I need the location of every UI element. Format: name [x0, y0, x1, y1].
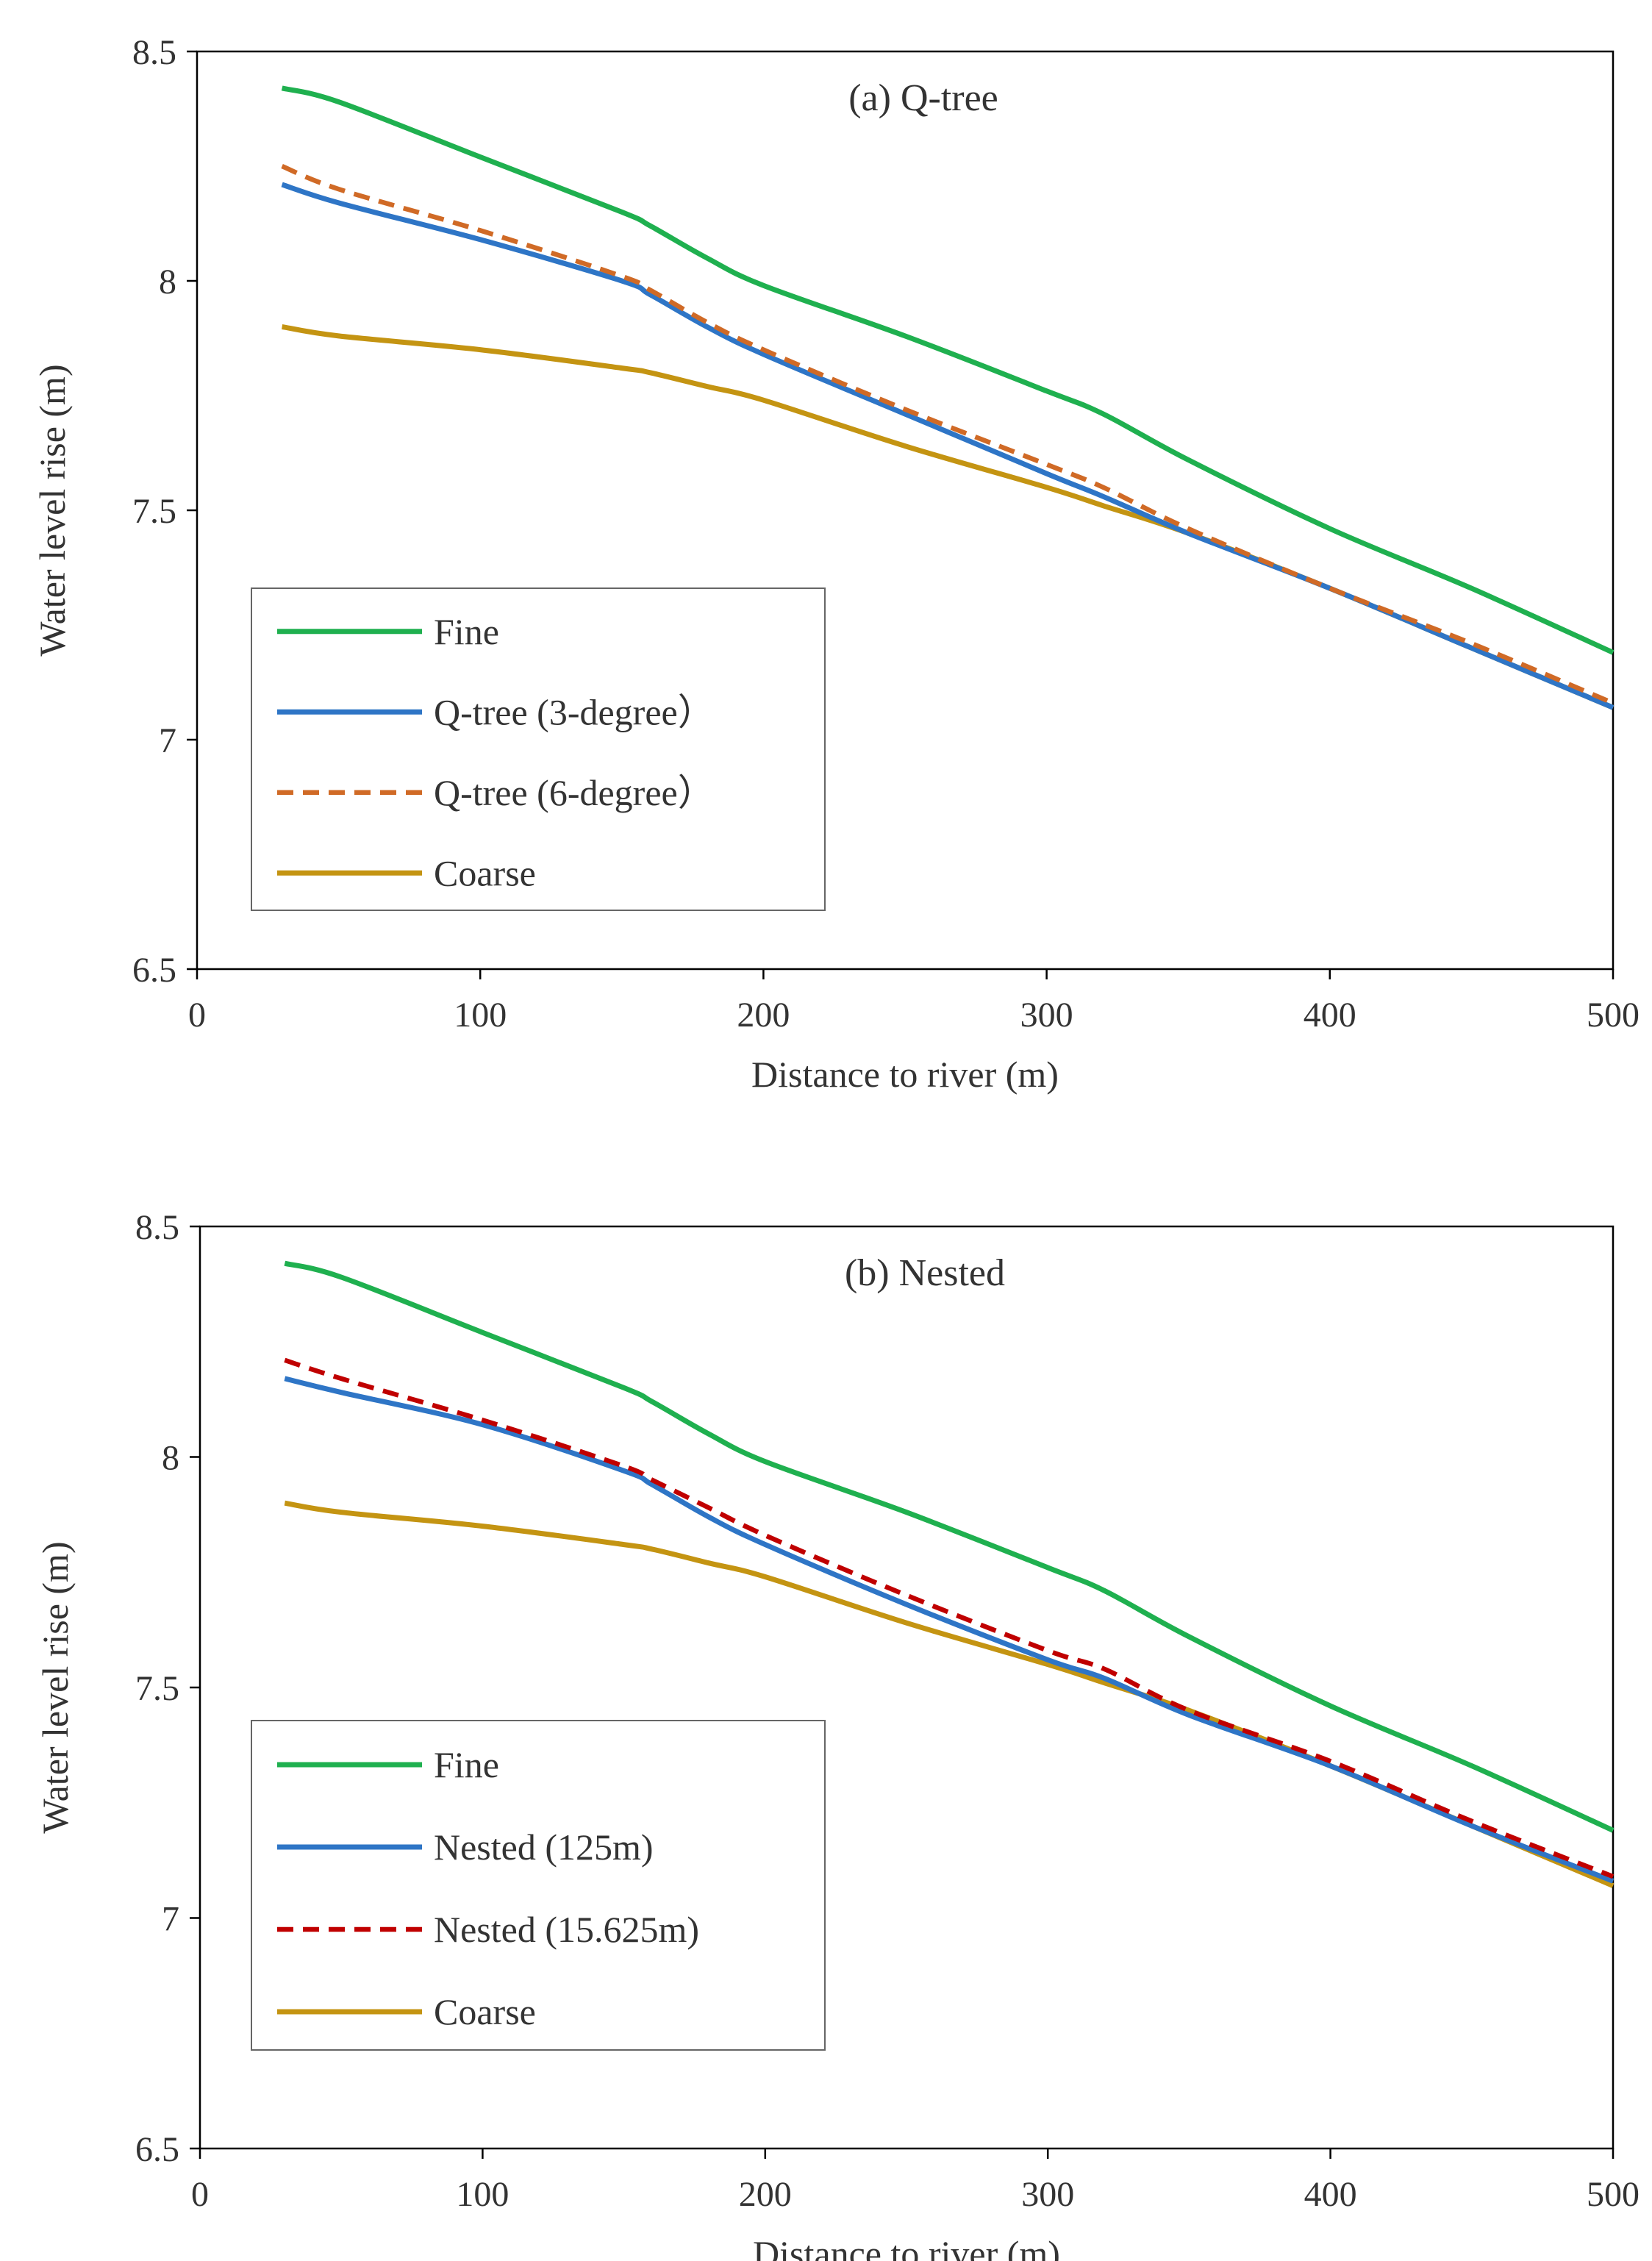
series-line-fine — [284, 1260, 1615, 1833]
series-line-nested-125m — [284, 1376, 1615, 1884]
y-tick-label: 8.5 — [132, 33, 176, 72]
x-tick-label: 100 — [456, 2175, 509, 2214]
series-line-q-tree-6-degree — [281, 163, 1615, 706]
y-tick-label: 8 — [162, 1439, 179, 1478]
x-tick-label: 200 — [737, 996, 790, 1035]
legend-label: Q-tree (6-degree） — [434, 772, 715, 813]
y-axis-title: Water level rise (m) — [35, 1541, 76, 1833]
x-tick-label: 500 — [1587, 996, 1640, 1035]
x-tick-label: 400 — [1304, 2175, 1357, 2214]
legend-label: Fine — [434, 611, 499, 652]
x-tick-label: 0 — [188, 996, 206, 1035]
y-tick-label: 6.5 — [132, 951, 176, 990]
x-tick-label: 500 — [1587, 2175, 1640, 2214]
y-tick-label: 7 — [159, 721, 176, 760]
legend-label: Coarse — [434, 852, 536, 893]
chart-panel-b: 0 100 200 300 400 500 6.5 7 7.5 8 8.5 Distance to r… — [35, 1208, 1640, 2261]
x-tick-label: 400 — [1304, 996, 1356, 1035]
legend-box — [251, 587, 826, 911]
x-tick-label: 200 — [739, 2175, 792, 2214]
y-axis-title: Water level rise (m) — [32, 364, 73, 656]
panel-title: (b) Nested — [845, 1252, 1005, 1294]
legend-label: Coarse — [434, 1991, 536, 2032]
x-tick-label: 300 — [1020, 996, 1073, 1035]
legend-label: Fine — [434, 1744, 499, 1785]
legend-box — [251, 1720, 826, 2051]
x-tick-label: 300 — [1021, 2175, 1074, 2214]
x-tick-label: 0 — [191, 2175, 209, 2214]
legend-label: Nested (125m) — [434, 1826, 654, 1868]
series-line-nested-15-625m — [284, 1357, 1615, 1879]
x-axis-title: Distance to river (m) — [751, 1054, 1059, 1095]
legend-label: Q-tree (3-degree） — [434, 691, 715, 732]
y-tick-label: 7.5 — [135, 1669, 179, 1708]
legend-label: Nested (15.625m) — [434, 1909, 699, 1950]
series-line-fine — [281, 85, 1615, 655]
y-tick-label: 6.5 — [135, 2130, 179, 2169]
x-tick-label: 100 — [454, 996, 507, 1035]
y-tick-label: 7 — [162, 1900, 179, 1939]
x-axis-title: Distance to river (m) — [753, 2233, 1060, 2261]
chart-panel-a: 0 100 200 300 400 500 6.5 7 7.5 8 8.5 Distance to r… — [32, 33, 1640, 1095]
y-tick-label: 8 — [159, 262, 176, 301]
panel-title: (a) Q-tree — [848, 77, 998, 119]
y-tick-label: 7.5 — [132, 492, 176, 531]
y-tick-label: 8.5 — [135, 1208, 179, 1247]
